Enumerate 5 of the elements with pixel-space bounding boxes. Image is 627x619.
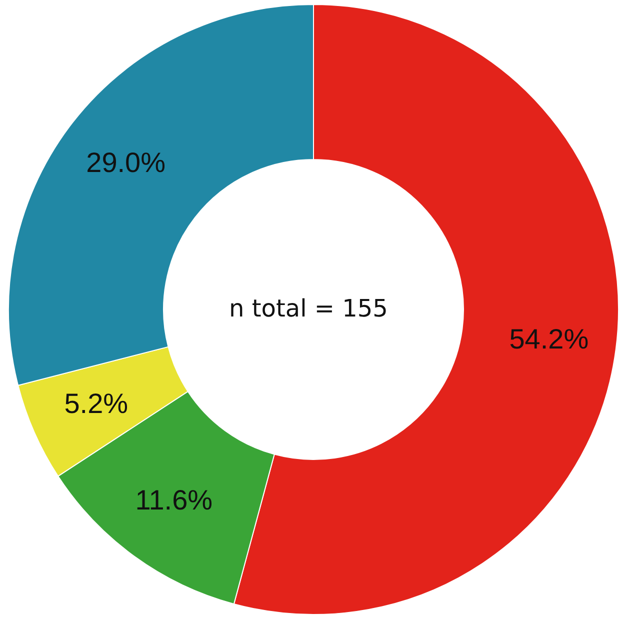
data-label: 54.2% (509, 324, 589, 355)
data-label: 29.0% (86, 146, 166, 178)
data-label: 11.6% (135, 484, 213, 516)
text: n total = 155 (229, 294, 388, 322)
data-label: 5.2% (64, 388, 128, 420)
